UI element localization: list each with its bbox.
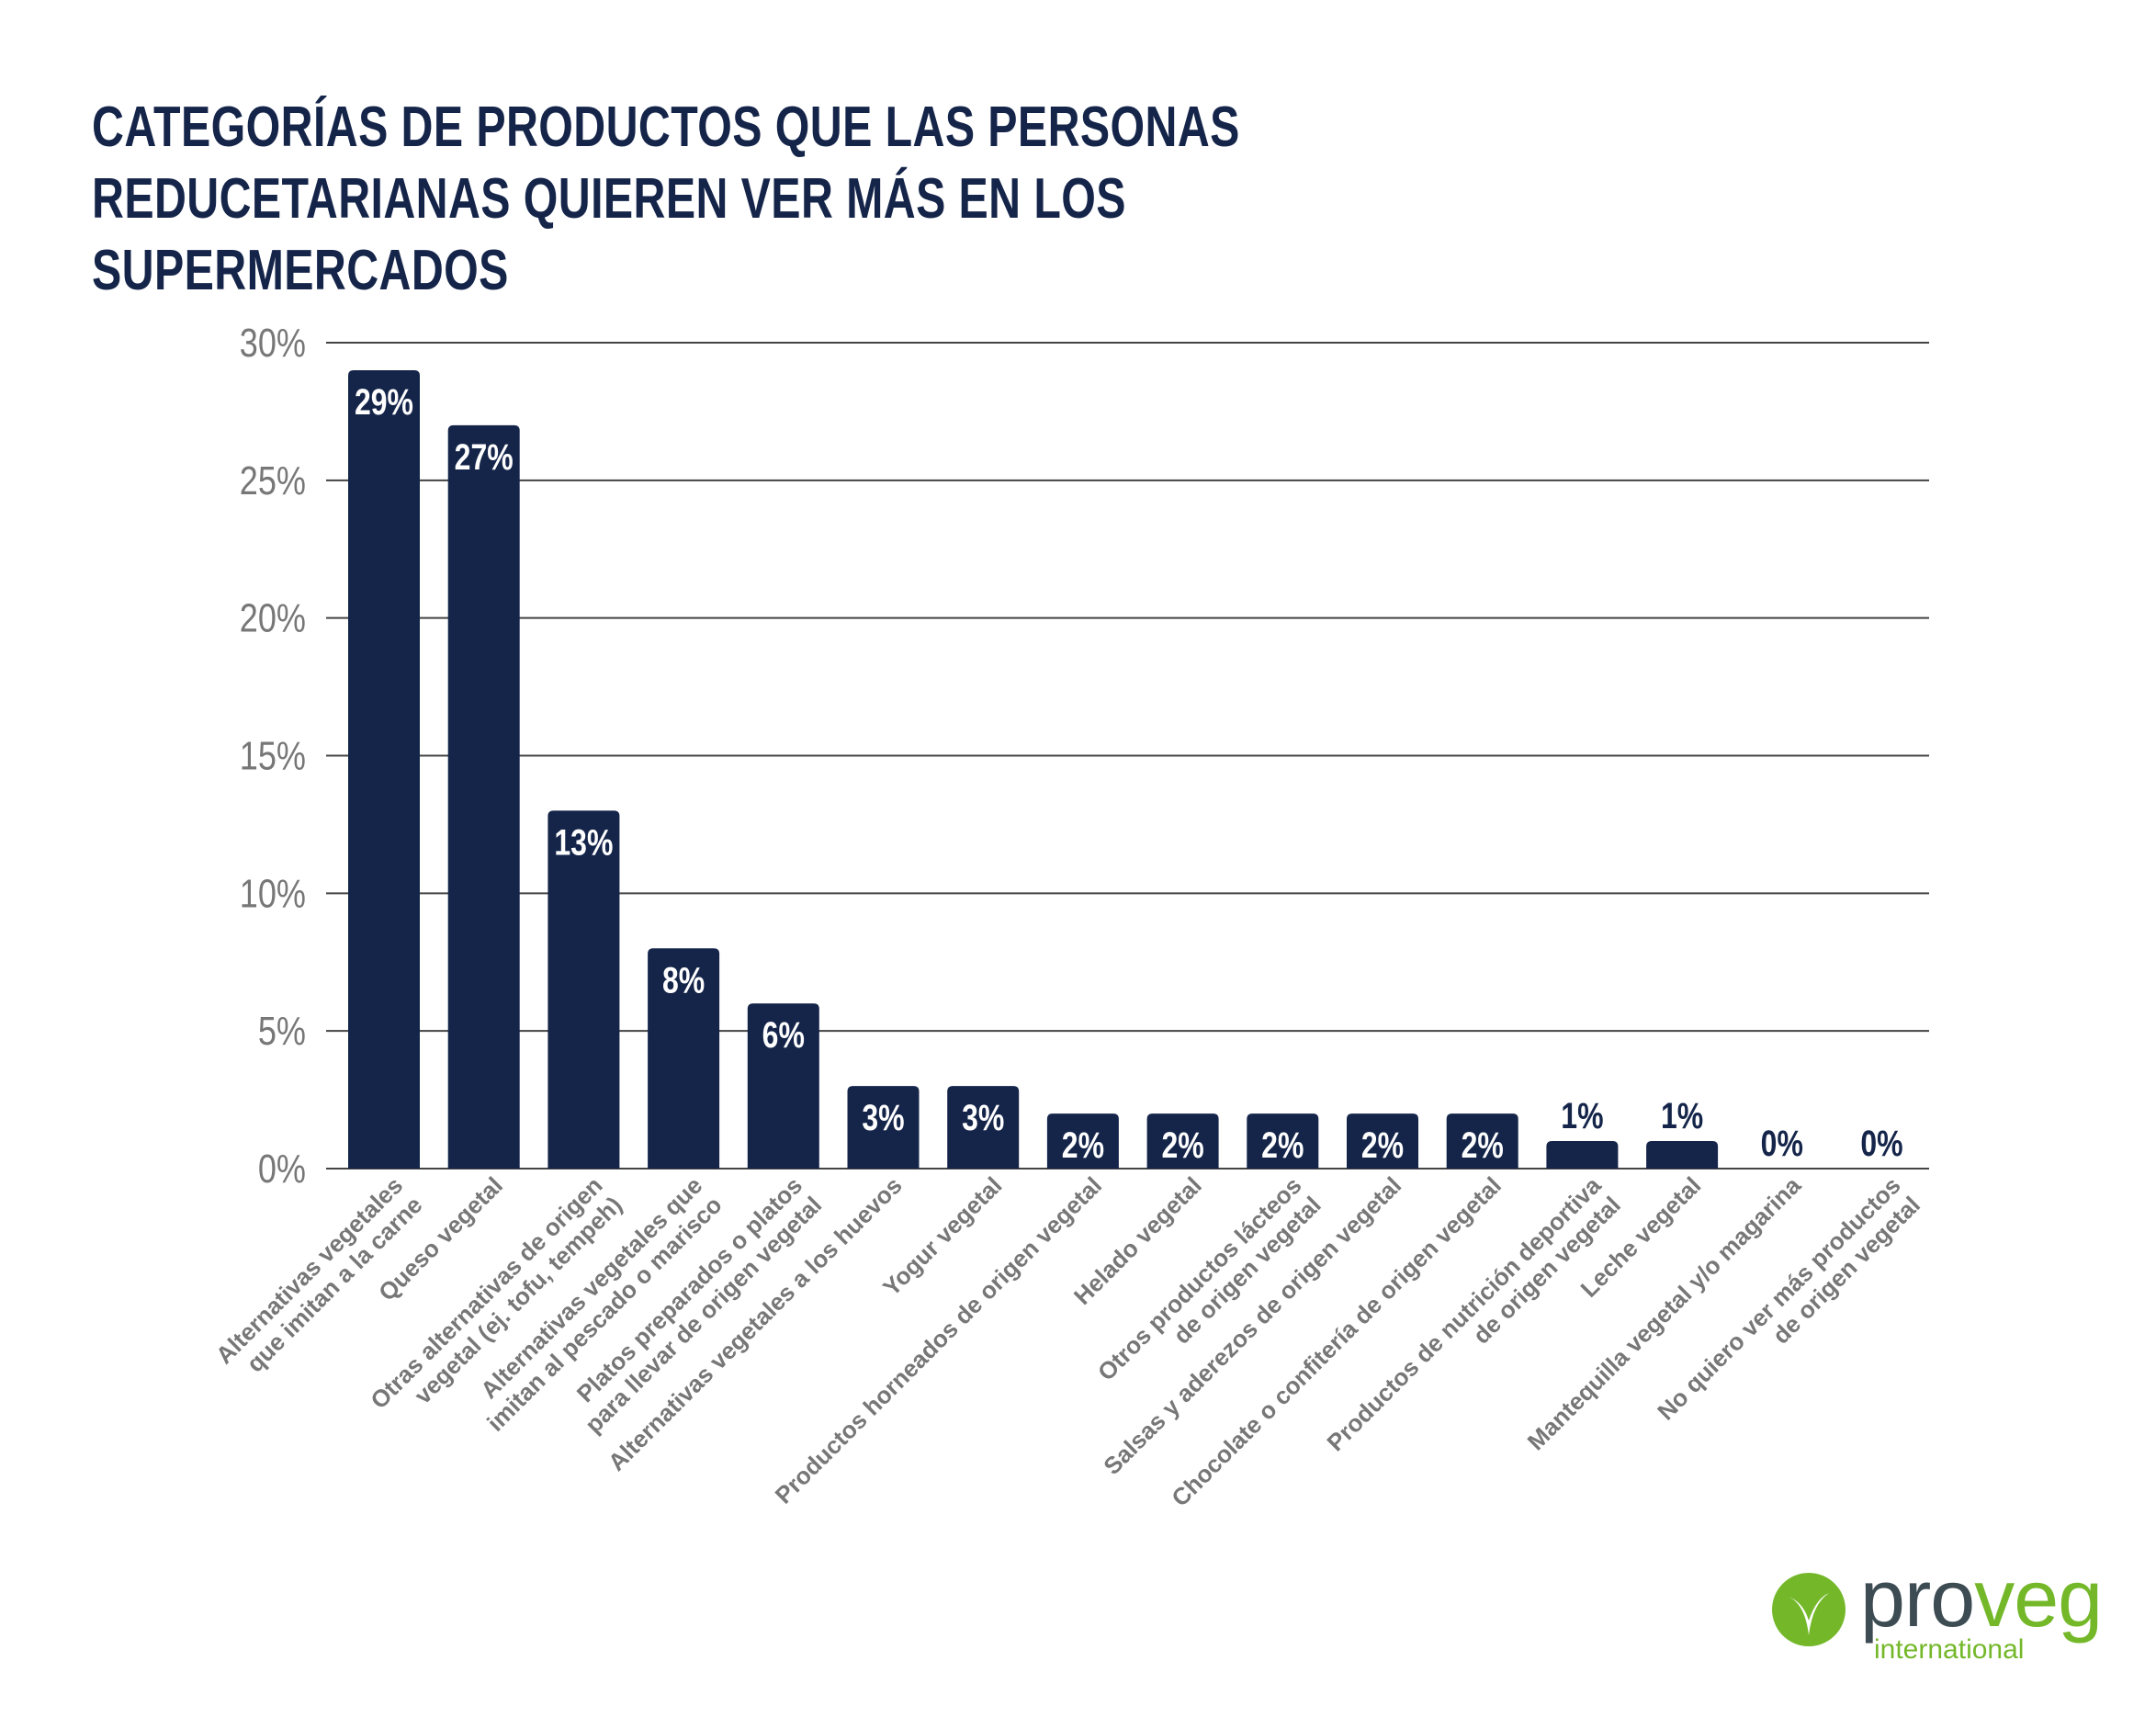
y-tick-label: 20% (240, 595, 306, 640)
bar (1146, 1113, 1219, 1169)
value-label: 1% (1661, 1095, 1703, 1136)
logo-subtitle: international (1874, 1634, 2025, 1665)
bar (1347, 1113, 1418, 1169)
value-label: 2% (1062, 1124, 1104, 1166)
value-labels: 29% 27% 13% 8% 6% 3% 3% 2% 2% 2% 2% 2% 1% 1% 0% 0% (355, 381, 1903, 1166)
y-tick-label: 0% (258, 1147, 306, 1192)
leaf-logo-icon (1772, 1573, 1846, 1646)
bar (747, 1003, 819, 1169)
value-label: 0% (1761, 1123, 1803, 1164)
value-label: 29% (355, 381, 413, 423)
bar (348, 369, 420, 1169)
value-label: 3% (862, 1097, 904, 1138)
bar (1546, 1141, 1619, 1169)
bar (547, 810, 620, 1169)
y-tick-label: 25% (240, 458, 306, 503)
bar (1046, 1113, 1119, 1169)
value-label: 3% (962, 1097, 1004, 1138)
value-label: 6% (762, 1014, 805, 1056)
value-label: 13% (554, 821, 613, 863)
value-label: 2% (1361, 1124, 1404, 1166)
value-label: 0% (1860, 1123, 1902, 1164)
y-tick-label: 30% (240, 321, 306, 366)
category-label: No quiero ver más productosde origen veg… (1652, 1171, 1925, 1445)
bar (1646, 1141, 1719, 1169)
proveg-logo: proveg international (1768, 1553, 2108, 1665)
chart-title: CATEGORÍAS DE PRODUCTOS QUE LAS PERSONAS… (92, 96, 1240, 302)
value-label: 2% (1161, 1124, 1203, 1166)
y-axis-ticks: 0% 5% 10% 15% 20% 25% 30% (240, 321, 306, 1192)
logo-wordmark: proveg (1860, 1553, 2103, 1644)
bar (648, 948, 720, 1169)
value-label: 2% (1261, 1124, 1304, 1166)
bar (1446, 1113, 1518, 1169)
value-label: 2% (1462, 1124, 1504, 1166)
value-label: 27% (455, 435, 514, 477)
bar (447, 424, 520, 1169)
y-tick-label: 5% (258, 1009, 306, 1054)
bar (1247, 1113, 1319, 1169)
category-labels: Alternativas vegetalesque imitan a la ca… (210, 1171, 1925, 1512)
y-tick-label: 15% (240, 733, 306, 778)
value-label: 1% (1561, 1095, 1603, 1136)
value-label: 8% (662, 959, 705, 1000)
y-tick-label: 10% (240, 871, 306, 916)
bar (847, 1086, 920, 1169)
bars (348, 369, 1719, 1169)
bar (947, 1086, 1020, 1169)
